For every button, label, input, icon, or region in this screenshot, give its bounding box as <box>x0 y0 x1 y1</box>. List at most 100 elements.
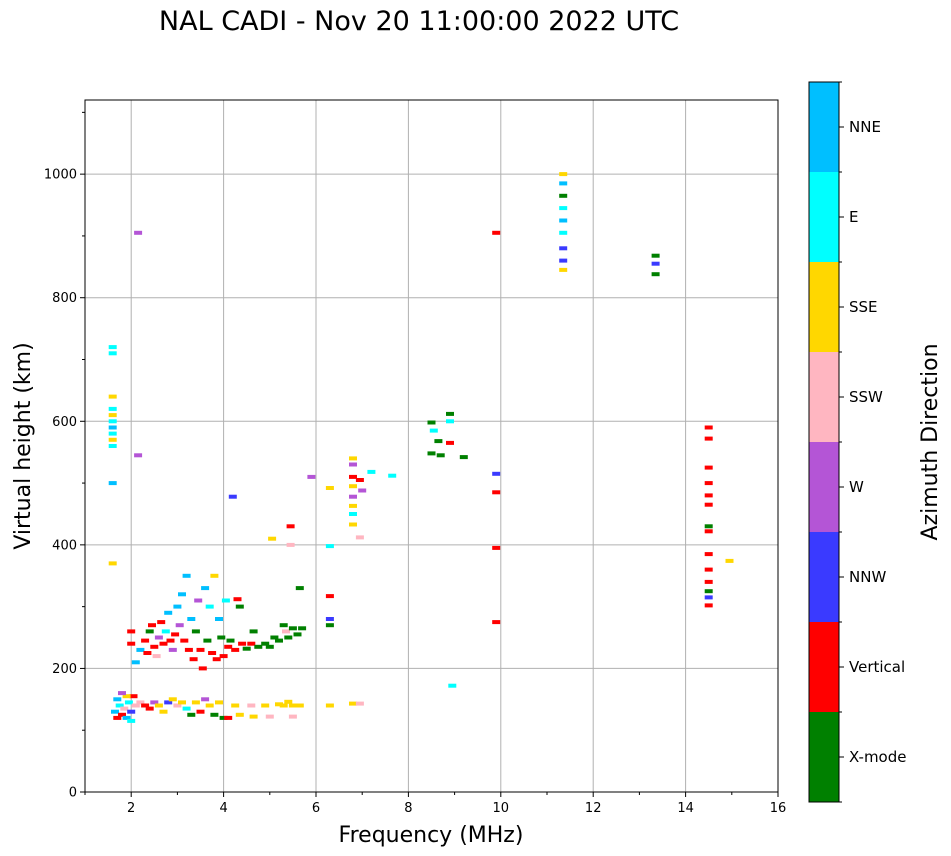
echo-point <box>704 481 713 486</box>
echo-point <box>349 462 357 467</box>
echo-point <box>282 629 290 634</box>
echo-point <box>182 573 191 578</box>
echo-point <box>173 703 182 708</box>
echo-point <box>286 524 295 529</box>
echo-point <box>261 703 270 708</box>
echo-point <box>108 561 117 566</box>
echo-point <box>298 626 307 631</box>
echo-point <box>141 703 150 708</box>
echo-point <box>349 456 357 461</box>
colorbar-label: SSE <box>849 298 878 316</box>
echo-point <box>293 632 302 637</box>
echo-point <box>233 597 242 602</box>
x-tick-label: 10 <box>493 801 510 816</box>
echo-point <box>427 451 436 456</box>
echo-point <box>154 703 163 708</box>
echo-point <box>388 473 397 478</box>
echo-point <box>108 425 117 430</box>
colorbar-label: X-mode <box>849 748 906 766</box>
x-tick-label: 4 <box>219 801 227 816</box>
echo-point <box>459 455 468 460</box>
echo-point <box>187 617 196 621</box>
echo-point <box>349 474 357 479</box>
echo-point <box>651 253 660 258</box>
echo-point <box>704 493 713 498</box>
echo-point <box>113 697 122 702</box>
y-tick-label: 0 <box>69 786 77 801</box>
echo-point <box>201 697 210 702</box>
echo-point <box>492 471 501 476</box>
echo-point <box>265 714 274 719</box>
echo-point <box>224 715 233 720</box>
colorbar-swatch <box>809 352 839 442</box>
echo-point <box>704 579 713 584</box>
colorbar-swatch <box>809 172 839 262</box>
echo-point <box>196 647 205 652</box>
echo-point <box>108 444 117 448</box>
colorbar-swatch <box>809 442 839 532</box>
echo-point <box>492 545 501 550</box>
echo-point <box>205 703 214 708</box>
echo-point <box>175 623 184 628</box>
plot-frame <box>84 99 779 793</box>
echo-point <box>108 394 117 399</box>
echo-point <box>201 586 210 591</box>
y-tick-label: 800 <box>52 291 77 306</box>
echo-point <box>231 647 240 652</box>
echo-point <box>118 691 126 696</box>
echo-point <box>284 699 293 704</box>
echo-point <box>235 712 244 717</box>
colorbar-label: SSW <box>849 388 883 406</box>
echo-point <box>150 644 159 649</box>
echo-point <box>325 486 334 490</box>
echo-point <box>325 623 334 628</box>
echo-point <box>492 230 501 235</box>
echo-point <box>136 647 145 652</box>
echo-point <box>113 715 122 720</box>
echo-point <box>349 701 357 706</box>
echo-point <box>108 431 117 436</box>
echo-point <box>559 193 568 198</box>
echo-point <box>208 651 217 655</box>
echo-point <box>168 697 177 702</box>
echo-point <box>704 603 713 608</box>
echo-point <box>261 641 270 646</box>
echo-point <box>559 218 568 223</box>
echo-point <box>492 490 501 495</box>
chart-title: NAL CADI - Nov 20 11:00:00 2022 UTC <box>158 6 680 37</box>
echo-point <box>288 714 297 719</box>
colorbar: X-mode Vertical NNW W SSW SSE E NNE <box>809 81 906 803</box>
echo-point <box>295 703 304 708</box>
echo-point <box>247 641 256 646</box>
echo-point <box>111 709 119 714</box>
echo-point <box>131 703 140 708</box>
echo-point <box>108 406 117 411</box>
echo-point <box>275 638 283 643</box>
y-tick-label: 400 <box>52 538 77 553</box>
echo-point <box>150 700 159 705</box>
echo-point <box>152 654 161 659</box>
echo-point <box>196 709 205 714</box>
echo-point <box>136 700 145 705</box>
echo-point <box>349 512 357 516</box>
y-tick-label: 600 <box>52 415 77 430</box>
echo-point <box>325 544 334 549</box>
echo-point <box>427 420 436 425</box>
colorbar-swatch <box>809 262 839 352</box>
echo-point <box>651 272 660 277</box>
echo-point <box>127 718 136 723</box>
echo-point <box>231 703 240 708</box>
echo-point <box>559 230 568 235</box>
echo-point <box>217 635 226 640</box>
echo-point <box>704 465 713 470</box>
echo-point <box>279 623 288 628</box>
echo-point <box>247 703 256 708</box>
echo-point <box>108 481 117 486</box>
echo-point <box>215 617 223 621</box>
echo-point <box>219 715 228 720</box>
colorbar-label: Vertical <box>849 658 905 676</box>
echo-point <box>115 703 124 708</box>
echo-point <box>108 345 117 350</box>
echo-point <box>145 629 154 634</box>
